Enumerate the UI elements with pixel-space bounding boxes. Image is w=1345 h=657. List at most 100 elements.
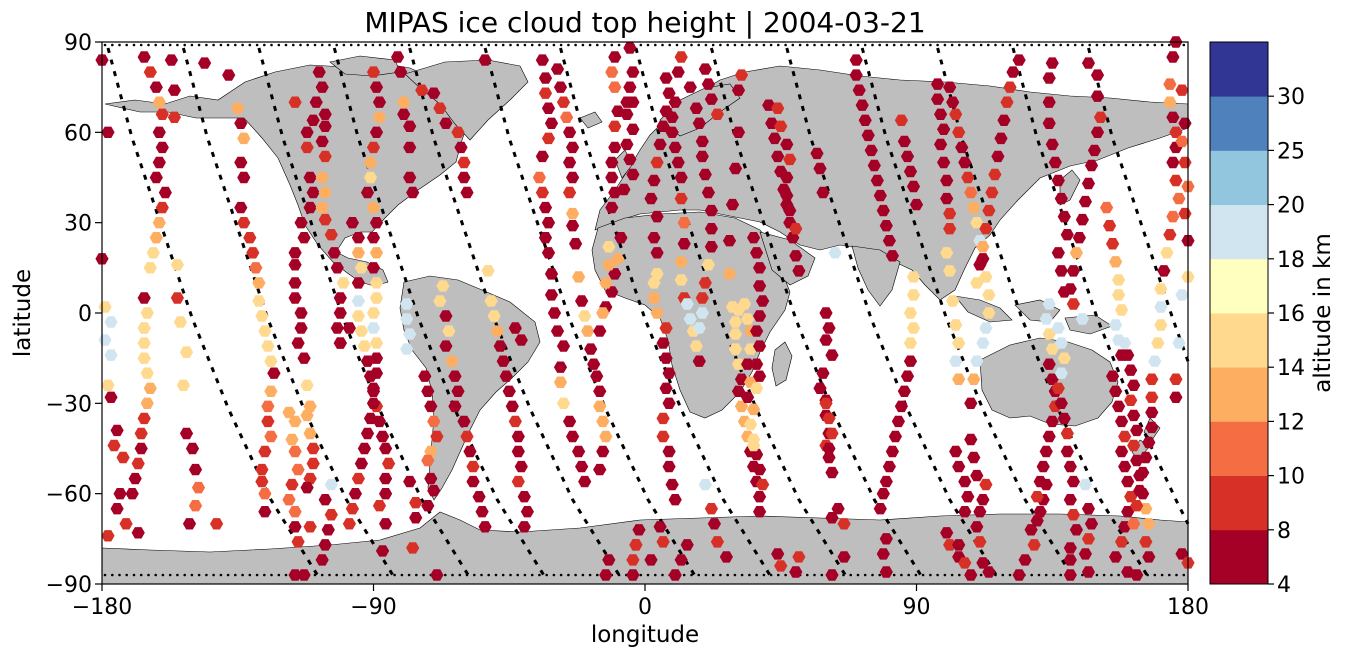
cloud-point — [1160, 247, 1174, 259]
colorbar-tick-label: 4 — [1277, 573, 1291, 598]
cloud-point — [149, 171, 163, 184]
orbit-track — [106, 47, 321, 579]
orbit-dot — [400, 573, 404, 577]
cloud-point — [400, 313, 414, 325]
orbit-dot — [393, 573, 396, 577]
orbit-dot — [451, 573, 454, 577]
orbit-dot — [436, 43, 440, 47]
cloud-point — [662, 460, 676, 473]
cloud-point — [943, 539, 957, 551]
orbit-dot — [748, 43, 751, 47]
orbit-dot — [1081, 43, 1084, 47]
cloud-point — [288, 259, 302, 271]
cloud-point — [973, 259, 987, 271]
cloud-point — [1030, 491, 1044, 503]
cloud-point — [867, 159, 881, 172]
cloud-point — [692, 117, 706, 129]
cloud-point — [460, 430, 474, 443]
cloud-point — [584, 343, 598, 355]
cloud-point — [1127, 439, 1141, 452]
cloud-point — [366, 307, 381, 319]
cloud-point — [514, 460, 528, 473]
cloud-point — [903, 337, 918, 349]
cloud-point — [741, 313, 755, 325]
cloud-point — [137, 337, 151, 349]
cloud-point — [1115, 304, 1129, 316]
cloud-point — [1124, 394, 1138, 406]
cloud-point — [255, 475, 269, 488]
cloud-point — [674, 171, 688, 184]
cloud-point — [1024, 524, 1038, 536]
cloud-point — [1169, 373, 1183, 385]
orbit-dot — [270, 43, 273, 47]
cloud-point — [569, 238, 583, 250]
cloud-point — [487, 310, 501, 322]
cloud-point — [1078, 478, 1092, 491]
orbit-dot — [1153, 573, 1157, 577]
cloud-point — [1142, 436, 1156, 449]
orbit-dot — [596, 43, 599, 47]
cloud-point — [511, 475, 525, 488]
cloud-point — [734, 69, 749, 81]
cloud-point — [1084, 518, 1099, 530]
cloud-point — [1045, 343, 1059, 355]
orbit-dot — [733, 573, 737, 577]
cloud-point — [1039, 313, 1053, 325]
cloud-point — [1045, 373, 1059, 385]
orbit-dot — [929, 573, 932, 577]
cloud-point — [1175, 548, 1189, 560]
orbit-dot — [212, 573, 215, 577]
cloud-point — [264, 385, 278, 397]
cloud-point — [949, 108, 963, 120]
cloud-point — [674, 274, 688, 286]
cloud-point — [572, 271, 586, 283]
cloud-point — [155, 141, 169, 154]
cloud-point — [695, 150, 709, 163]
orbit-dot — [682, 573, 686, 577]
orbit-dot — [132, 43, 136, 47]
cloud-point — [665, 111, 679, 123]
cloud-point — [825, 569, 839, 581]
orbit-track — [257, 47, 472, 579]
cloud-point — [650, 307, 664, 319]
cloud-point — [535, 150, 549, 163]
cloud-point — [940, 174, 954, 187]
orbit-dot — [357, 573, 360, 577]
cloud-point — [885, 250, 899, 262]
cloud-point — [137, 51, 151, 63]
cloud-point — [626, 66, 640, 78]
cloud-point — [369, 292, 384, 304]
cloud-point — [101, 379, 115, 391]
cloud-point — [813, 382, 827, 394]
cloud-point — [973, 506, 987, 518]
cloud-point — [750, 448, 764, 461]
cloud-point — [354, 457, 368, 470]
cloud-point — [1169, 126, 1183, 138]
cloud-point — [722, 268, 737, 280]
orbit-dot — [914, 573, 918, 577]
orbit-dot — [1008, 573, 1012, 577]
cloud-point — [535, 54, 549, 66]
cloud-point — [906, 289, 921, 301]
y-tick-label: 30 — [64, 212, 92, 237]
cloud-point — [1115, 415, 1129, 428]
cloud-point — [1054, 397, 1068, 409]
cloud-point — [176, 379, 190, 391]
cloud-point — [137, 322, 151, 334]
cloud-point — [1106, 238, 1120, 250]
cloud-point — [644, 554, 658, 566]
orbit-dot — [538, 43, 541, 47]
orbit-dot — [1016, 43, 1019, 47]
cloud-point — [852, 84, 866, 96]
orbit-dot — [863, 43, 867, 47]
cloud-point — [897, 385, 911, 397]
orbit-dot — [596, 573, 599, 577]
orbit-dot — [118, 573, 121, 577]
cloud-point — [1109, 256, 1123, 268]
cloud-point — [403, 120, 417, 132]
orbit-dot — [342, 43, 346, 47]
orbit-dot — [111, 573, 114, 577]
cloud-point — [291, 337, 305, 349]
cloud-point — [285, 433, 299, 446]
cloud-point — [234, 156, 248, 169]
